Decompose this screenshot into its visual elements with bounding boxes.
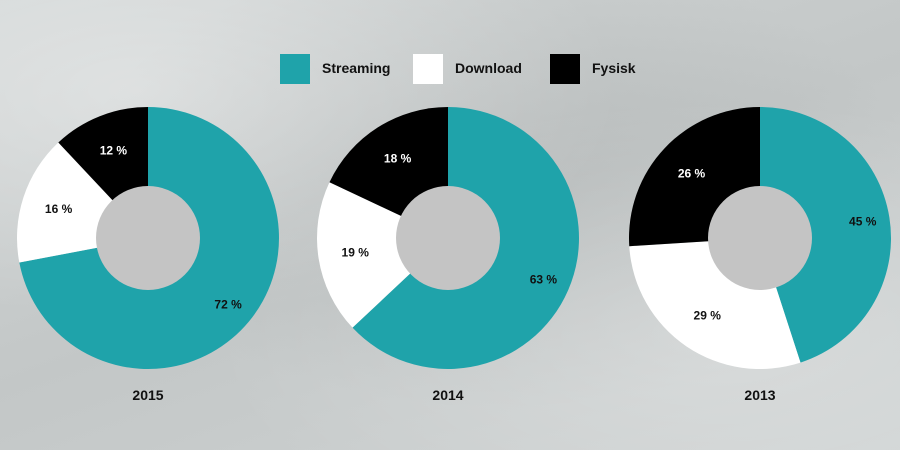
- donut-hole-2015: [96, 186, 200, 290]
- donut-2013: 45 % 29 % 26 % 2013: [629, 107, 892, 403]
- legend-label-streaming: Streaming: [322, 60, 391, 76]
- slice-label-2015-download: 16 %: [45, 202, 73, 216]
- year-label-2014: 2014: [432, 387, 463, 403]
- legend-label-download: Download: [455, 60, 522, 76]
- legend-swatch-download: [413, 54, 443, 84]
- slice-label-2013-download: 29 %: [694, 309, 722, 323]
- slice-label-2013-fysisk: 26 %: [678, 167, 706, 181]
- year-label-2015: 2015: [132, 387, 163, 403]
- legend-swatch-streaming: [280, 54, 310, 84]
- slice-label-2015-streaming: 72 %: [214, 297, 242, 311]
- slice-2014-download: [317, 182, 448, 328]
- donut-2015: 72 % 16 % 12 % 2015: [16, 107, 279, 403]
- donut-hole-2013: [708, 186, 812, 290]
- slice-label-2013-streaming: 45 %: [849, 215, 877, 229]
- donut-2014: 63 % 19 % 18 % 2014: [317, 107, 580, 403]
- donut-hole-2014: [396, 186, 500, 290]
- slice-label-2014-streaming: 63 %: [530, 272, 558, 286]
- year-label-2013: 2013: [744, 387, 775, 403]
- legend-label-fysisk: Fysisk: [592, 60, 636, 76]
- slice-2013-streaming: [760, 107, 892, 363]
- slice-label-2015-fysisk: 12 %: [100, 144, 128, 158]
- slice-label-2014-download: 19 %: [342, 246, 370, 260]
- legend: Streaming Download Fysisk: [0, 54, 900, 84]
- legend-swatch-fysisk: [550, 54, 580, 84]
- slice-label-2014-fysisk: 18 %: [384, 152, 412, 166]
